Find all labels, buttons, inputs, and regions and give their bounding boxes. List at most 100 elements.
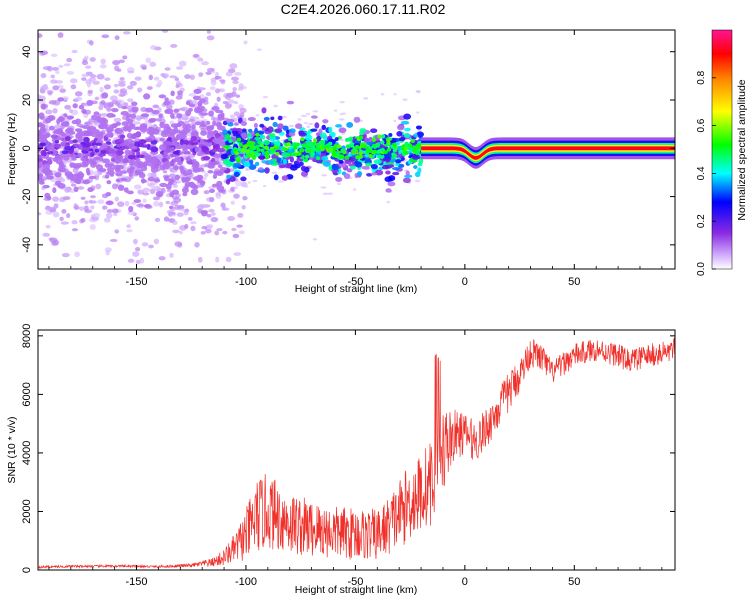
spectrogram-cell — [65, 136, 71, 142]
spectrogram-cell — [261, 107, 267, 114]
spectrogram-cell — [346, 168, 353, 173]
spectrogram-cell — [267, 160, 275, 165]
spectrogram-cell — [209, 188, 215, 194]
spectrogram-speckle — [233, 252, 242, 256]
spectrogram-peak — [264, 150, 269, 155]
spectrogram-cell — [42, 184, 50, 189]
spectrogram-speckle — [73, 203, 78, 210]
spectrogram-cell — [111, 123, 117, 129]
spectrogram-peak — [310, 151, 315, 156]
spectrogram-peak — [255, 144, 260, 149]
spectrogram-cell — [64, 146, 73, 151]
snr-series-line — [38, 337, 675, 570]
spectrogram-speckle — [132, 251, 140, 257]
spectrogram-speckle — [122, 31, 131, 35]
spectrogram-speckle — [59, 88, 67, 93]
spectrogram-cell — [44, 117, 52, 124]
spectrogram-y-ticks: -40 -20 0 20 40 — [21, 46, 675, 253]
spectrogram-speckle — [333, 109, 338, 112]
spectrogram-cell — [194, 161, 200, 168]
spectrogram-cell — [241, 128, 247, 133]
spectrogram-cell — [413, 165, 418, 169]
spectrogram-speckle — [241, 117, 247, 123]
spectrogram-speckle — [105, 212, 113, 219]
spectrogram-cell — [104, 174, 110, 179]
spectrogram-speckle — [126, 229, 133, 233]
spectrogram-cell — [63, 113, 68, 118]
spectrogram-cell — [86, 171, 91, 176]
spectrogram-cell — [251, 154, 257, 160]
spectrogram-cell — [404, 174, 413, 178]
spectrogram-cell — [277, 157, 282, 162]
spectrogram-cell — [165, 108, 174, 115]
spectrogram-cell — [225, 161, 232, 168]
spectrogram-peak — [241, 148, 246, 153]
spectrogram-peak — [286, 153, 291, 158]
spectrogram-speckle — [122, 102, 129, 107]
spectrogram-cell — [216, 180, 223, 187]
spectrogram-speckle — [61, 252, 70, 258]
spectrogram-cell — [135, 158, 141, 162]
spectrogram-speckle — [48, 237, 54, 241]
spectrogram-peak — [292, 142, 298, 147]
spectrogram-speckle — [84, 55, 89, 60]
spectrogram-speckle — [194, 241, 200, 248]
spectrogram-cell — [153, 178, 161, 183]
spectrogram-speckle — [342, 112, 346, 115]
spectrogram-cell — [365, 162, 373, 167]
spectrogram-speckle — [66, 57, 73, 63]
spectrogram-cell — [163, 175, 170, 182]
y-tick-label: 4000 — [21, 441, 33, 465]
spectrogram-cell — [185, 123, 192, 129]
spectrogram-speckle — [52, 107, 58, 114]
spectrogram-cell — [87, 187, 94, 193]
spectrogram-cell — [168, 178, 175, 184]
spectrogram-speckle — [81, 77, 87, 81]
snr-frame — [37, 329, 676, 571]
spectrogram-cell — [43, 133, 50, 139]
spectrogram-cell — [405, 170, 410, 177]
spectrogram-cell — [344, 155, 350, 161]
spectrogram-cell — [368, 136, 373, 143]
spectrogram-cell — [95, 164, 104, 171]
spectrogram-cell — [115, 172, 123, 177]
spectrogram-cell — [227, 122, 234, 127]
spectrogram-cell — [111, 108, 119, 113]
spectrogram-cell — [145, 107, 154, 113]
spectrogram-speckle — [393, 119, 397, 123]
spectrogram-speckle — [225, 103, 233, 108]
spectrogram-speckle — [161, 73, 169, 78]
spectrogram-cell — [131, 106, 139, 113]
spectrogram-speckle — [58, 64, 64, 68]
spectrogram-cell — [97, 153, 106, 157]
spectrogram-speckle — [40, 50, 49, 55]
spectrogram-speckle — [111, 183, 119, 190]
spectrogram-speckle — [402, 98, 408, 101]
spectrogram-cell — [248, 140, 256, 146]
spectrogram-cell — [190, 188, 199, 196]
spectrogram-cell — [295, 123, 303, 129]
spectrogram-cell — [38, 154, 42, 158]
spectrogram-speckle — [156, 118, 162, 122]
spectrogram-cell — [248, 164, 257, 170]
spectrogram-speckle — [262, 95, 268, 99]
spectrogram-cell — [240, 121, 247, 127]
spectrogram-cell — [382, 164, 390, 170]
spectrogram-cell — [158, 94, 167, 99]
spectrogram-peak — [235, 156, 240, 161]
spectrogram-speckle — [52, 239, 60, 246]
spectrogram-cell — [211, 148, 219, 153]
spectrogram-speckle — [153, 76, 160, 81]
spectrogram-cell — [115, 160, 120, 164]
spectrogram-cell — [385, 188, 392, 193]
spectrogram-peak — [236, 137, 242, 142]
spectrogram-cell — [247, 116, 256, 122]
spectrogram-speckle — [178, 60, 187, 67]
spectrogram-speckle — [236, 224, 243, 228]
spectrogram-speckle — [132, 238, 138, 245]
spectrogram-speckle — [100, 100, 106, 105]
spectrogram-speckle — [99, 64, 107, 69]
spectrogram-speckle — [106, 209, 114, 214]
spectrogram-speckle — [273, 104, 278, 108]
spectrogram-cell — [233, 171, 240, 178]
